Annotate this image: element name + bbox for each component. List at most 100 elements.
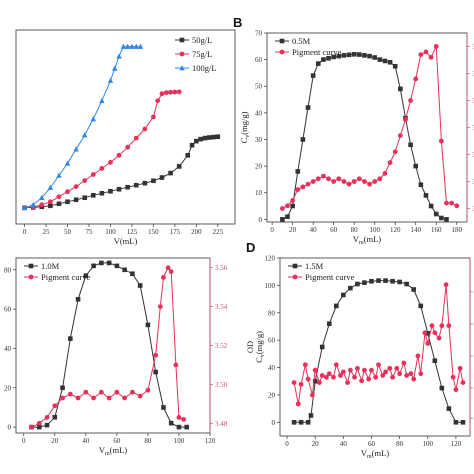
data-point xyxy=(194,138,199,144)
y-axis-label-main: C xyxy=(254,357,264,363)
data-point xyxy=(324,374,329,380)
data-point xyxy=(453,420,459,425)
data-point xyxy=(122,395,128,401)
data-point xyxy=(189,142,195,148)
data-point xyxy=(433,211,439,217)
data-point xyxy=(432,358,438,363)
data-point xyxy=(397,133,403,139)
data-point xyxy=(319,373,325,378)
data-point xyxy=(433,44,439,49)
data-point xyxy=(176,164,182,169)
data-point xyxy=(108,159,113,165)
x-tick-label: 100 xyxy=(369,226,380,234)
x-axis-label-tail: (mL) xyxy=(372,448,390,458)
data-point xyxy=(446,323,452,329)
data-point xyxy=(64,160,71,166)
series-100g-l xyxy=(21,43,144,211)
data-point xyxy=(290,198,296,203)
data-point xyxy=(21,204,28,211)
series-line xyxy=(293,284,464,405)
data-point xyxy=(142,126,148,132)
data-point xyxy=(36,424,42,430)
data-point xyxy=(454,203,460,209)
x-axis-label-main: V xyxy=(353,234,360,244)
x-tick-label: 0 xyxy=(23,228,27,236)
x-tick-label: 60 xyxy=(368,440,376,448)
data-point xyxy=(380,373,386,378)
data-point xyxy=(82,132,88,138)
data-point xyxy=(125,184,130,190)
x-tick-label: 40 xyxy=(82,437,90,445)
data-point xyxy=(333,303,339,309)
y-tick-label: 0 xyxy=(259,216,263,224)
data-point xyxy=(345,380,350,385)
data-point xyxy=(408,98,413,103)
plot-frame xyxy=(15,257,211,434)
x-tick-label: 150 xyxy=(148,228,159,236)
data-point xyxy=(168,89,173,95)
legend-marker xyxy=(28,274,34,280)
data-point xyxy=(357,52,362,57)
data-point xyxy=(124,43,131,49)
series-line xyxy=(282,53,447,220)
data-point xyxy=(305,376,311,382)
data-point xyxy=(116,152,122,158)
data-point xyxy=(184,424,190,430)
data-point xyxy=(73,146,79,152)
data-point xyxy=(383,369,388,375)
data-point xyxy=(151,114,156,120)
legend-label: 0.5M xyxy=(292,36,311,46)
x-tick-label: 100 xyxy=(174,437,185,445)
data-point xyxy=(383,278,388,283)
data-point xyxy=(133,182,139,188)
data-point xyxy=(425,341,431,346)
data-point xyxy=(341,53,347,58)
x-tick-label: 200 xyxy=(191,228,202,236)
legend-marker xyxy=(292,263,298,269)
x-tick-label: 20 xyxy=(312,440,320,448)
x-tick-label: 120 xyxy=(205,437,216,445)
x-tick-label: 100 xyxy=(423,440,434,448)
data-point xyxy=(114,263,120,269)
x-tick-label: 140 xyxy=(410,226,421,234)
x-tick-label: 50 xyxy=(64,228,72,236)
x-axis-label-sub: m xyxy=(367,454,372,460)
data-point xyxy=(346,52,352,58)
data-point xyxy=(315,176,321,182)
data-point xyxy=(30,201,36,208)
y-tick-label: 40 xyxy=(268,364,276,372)
data-point xyxy=(44,415,50,420)
data-point xyxy=(362,179,367,184)
legend-marker xyxy=(292,274,298,280)
x-tick-label: 80 xyxy=(351,226,359,234)
data-point xyxy=(460,420,466,425)
data-point xyxy=(428,54,434,60)
data-point xyxy=(73,184,79,190)
series-pigment-curve xyxy=(291,282,466,407)
data-point xyxy=(163,90,169,96)
series-line xyxy=(31,262,187,428)
data-point xyxy=(75,296,81,302)
data-point xyxy=(372,179,378,184)
x-axis-label-main: V xyxy=(361,448,368,458)
data-point xyxy=(411,376,417,382)
data-point xyxy=(181,416,187,422)
data-point xyxy=(142,180,148,186)
data-point xyxy=(305,420,311,425)
data-point xyxy=(310,179,316,184)
data-point xyxy=(52,414,58,420)
panel-letter: D xyxy=(246,240,255,255)
right-tick-label: 3.4 xyxy=(472,70,474,78)
y-tick-label: 20 xyxy=(255,163,263,171)
right-tick-label: 3.4 xyxy=(472,124,474,132)
x-tick-label: 0 xyxy=(285,440,289,448)
data-point xyxy=(372,55,377,60)
data-point xyxy=(444,200,449,206)
data-point xyxy=(44,422,50,428)
data-point xyxy=(153,369,158,375)
data-point xyxy=(114,389,120,395)
y-tick-label: 80 xyxy=(268,309,276,317)
data-point xyxy=(355,281,360,287)
data-point xyxy=(48,203,53,209)
data-point xyxy=(418,303,424,309)
